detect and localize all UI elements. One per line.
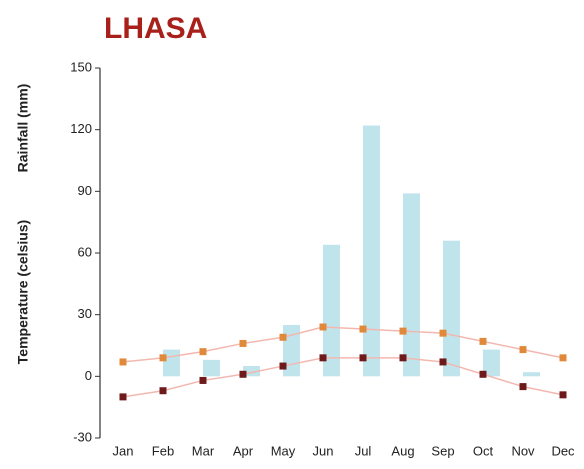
point: [439, 329, 447, 337]
y-tick-label: 150: [70, 59, 92, 74]
point: [399, 354, 407, 362]
point: [399, 327, 407, 335]
y-tick-label: 0: [85, 368, 92, 383]
point: [439, 358, 447, 366]
point: [519, 346, 527, 354]
point: [239, 339, 247, 347]
point: [479, 337, 487, 345]
point: [319, 354, 327, 362]
x-tick-label: Jun: [313, 443, 334, 458]
point: [239, 370, 247, 378]
x-tick-label: Feb: [152, 443, 174, 458]
point: [359, 325, 367, 333]
y-tick-label: -30: [73, 429, 92, 444]
temperature-line: [122, 357, 564, 398]
y-tick-label: 120: [70, 121, 92, 136]
point: [199, 376, 207, 384]
x-tick-label: May: [271, 443, 296, 458]
y-tick-label: 30: [78, 306, 92, 321]
point: [279, 333, 287, 341]
x-tick-label: Oct: [473, 443, 494, 458]
point: [319, 323, 327, 331]
bar: [523, 372, 540, 377]
x-tick-label: Sep: [431, 443, 454, 458]
x-tick-label: Jan: [113, 443, 134, 458]
point: [479, 370, 487, 378]
x-tick-label: Apr: [233, 443, 254, 458]
x-tick-label: Dec: [551, 443, 575, 458]
y-tick-label: 60: [78, 244, 92, 259]
bar: [483, 349, 500, 377]
x-tick-label: Aug: [391, 443, 414, 458]
bar: [243, 366, 260, 377]
x-tick-label: Nov: [511, 443, 535, 458]
y-tick-label: 90: [78, 183, 92, 198]
point: [279, 362, 287, 370]
bar: [443, 240, 460, 377]
point: [559, 391, 567, 399]
bar: [163, 349, 180, 377]
point: [559, 354, 567, 362]
x-tick-label: Mar: [192, 443, 215, 458]
bar: [403, 193, 420, 377]
bar: [323, 244, 340, 377]
point: [199, 348, 207, 356]
chart-title: LHASA: [104, 12, 207, 45]
temperature-line: [122, 326, 564, 363]
bar: [203, 359, 220, 377]
point: [519, 383, 527, 391]
x-tick-label: Jul: [355, 443, 372, 458]
point: [159, 387, 167, 395]
point: [119, 358, 127, 366]
point: [119, 393, 127, 401]
axis-label: Temperature (celsius): [15, 220, 31, 364]
bar: [363, 125, 380, 377]
point: [359, 354, 367, 362]
axis-label: Rainfall (mm): [15, 84, 31, 173]
point: [159, 354, 167, 362]
